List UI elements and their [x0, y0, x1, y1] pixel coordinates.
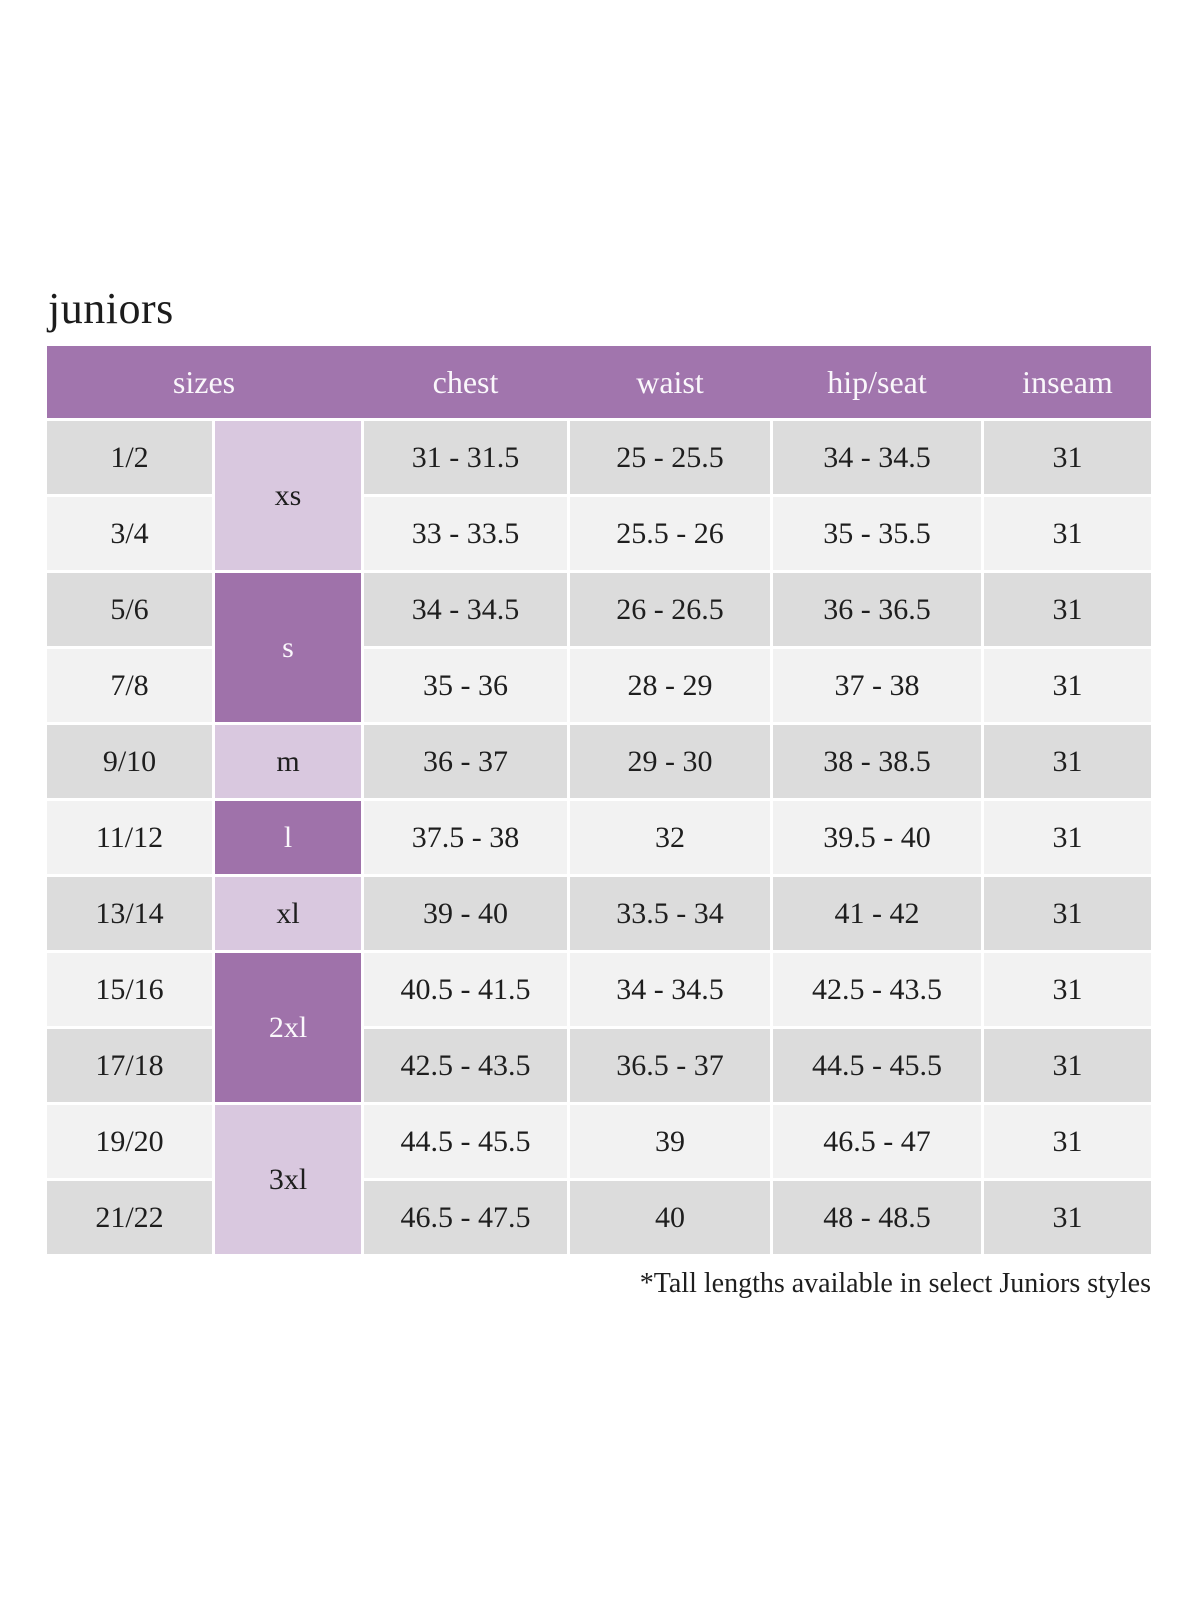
chest-cell: 36 - 37 [364, 725, 567, 798]
chest-cell: 31 - 31.5 [364, 421, 567, 494]
hip-seat-cell: 34 - 34.5 [773, 421, 981, 494]
size-cell: 11/12 [47, 801, 212, 874]
waist-cell: 26 - 26.5 [570, 573, 770, 646]
size-group-cell-xl: xl [215, 877, 361, 950]
chest-cell: 33 - 33.5 [364, 497, 567, 570]
waist-cell: 34 - 34.5 [570, 953, 770, 1026]
inseam-cell: 31 [984, 801, 1151, 874]
hip-seat-cell: 42.5 - 43.5 [773, 953, 981, 1026]
waist-cell: 39 [570, 1105, 770, 1178]
waist-cell: 32 [570, 801, 770, 874]
size-group-cell-l: l [215, 801, 361, 874]
size-cell: 1/2 [47, 421, 212, 494]
chest-cell: 46.5 - 47.5 [364, 1181, 567, 1254]
inseam-cell: 31 [984, 497, 1151, 570]
hip-seat-cell: 48 - 48.5 [773, 1181, 981, 1254]
inseam-cell: 31 [984, 953, 1151, 1026]
inseam-cell: 31 [984, 725, 1151, 798]
chest-cell: 39 - 40 [364, 877, 567, 950]
hip-seat-cell: 37 - 38 [773, 649, 981, 722]
hip-seat-cell: 36 - 36.5 [773, 573, 981, 646]
column-header-waist: waist [636, 363, 704, 400]
hip-seat-cell: 39.5 - 40 [773, 801, 981, 874]
chest-cell: 37.5 - 38 [364, 801, 567, 874]
waist-cell: 40 [570, 1181, 770, 1254]
column-header-chest: chest [432, 363, 499, 400]
hip-seat-cell: 46.5 - 47 [773, 1105, 981, 1178]
size-group-cell-3xl: 3xl [215, 1105, 361, 1254]
inseam-cell: 31 [984, 1029, 1151, 1102]
chest-cell: 42.5 - 43.5 [364, 1029, 567, 1102]
size-cell: 19/20 [47, 1105, 212, 1178]
size-group-cell-2xl: 2xl [215, 953, 361, 1102]
column-header-sizes: sizes [172, 363, 236, 400]
waist-cell: 28 - 29 [570, 649, 770, 722]
table-header-row: sizes chest waist hip/seat inseam [47, 346, 1151, 418]
inseam-cell: 31 [984, 573, 1151, 646]
hip-seat-cell: 35 - 35.5 [773, 497, 981, 570]
page-title: juniors [48, 284, 174, 333]
waist-cell: 25 - 25.5 [570, 421, 770, 494]
chest-cell: 34 - 34.5 [364, 573, 567, 646]
size-cell: 9/10 [47, 725, 212, 798]
juniors-size-table: sizes chest waist hip/seat inseam xs s m… [47, 346, 1151, 1254]
column-header-inseam: inseam [1022, 363, 1113, 400]
inseam-cell: 31 [984, 649, 1151, 722]
chest-cell: 35 - 36 [364, 649, 567, 722]
inseam-cell: 31 [984, 877, 1151, 950]
waist-cell: 29 - 30 [570, 725, 770, 798]
table-body: xs s m l xl 2xl 3xl 1/2 31 - 31.5 25 - 2… [47, 421, 1151, 1254]
size-group-cell-xs: xs [215, 421, 361, 570]
size-cell: 3/4 [47, 497, 212, 570]
inseam-cell: 31 [984, 1105, 1151, 1178]
hip-seat-cell: 41 - 42 [773, 877, 981, 950]
inseam-cell: 31 [984, 1181, 1151, 1254]
inseam-cell: 31 [984, 421, 1151, 494]
tall-lengths-footnote: *Tall lengths available in select Junior… [639, 1268, 1151, 1299]
size-cell: 5/6 [47, 573, 212, 646]
column-header-hip-seat: hip/seat [827, 363, 927, 400]
size-group-cell-s: s [215, 573, 361, 722]
hip-seat-cell: 38 - 38.5 [773, 725, 981, 798]
waist-cell: 25.5 - 26 [570, 497, 770, 570]
chest-cell: 44.5 - 45.5 [364, 1105, 567, 1178]
hip-seat-cell: 44.5 - 45.5 [773, 1029, 981, 1102]
size-cell: 13/14 [47, 877, 212, 950]
waist-cell: 33.5 - 34 [570, 877, 770, 950]
chest-cell: 40.5 - 41.5 [364, 953, 567, 1026]
size-cell: 15/16 [47, 953, 212, 1026]
size-cell: 17/18 [47, 1029, 212, 1102]
size-cell: 7/8 [47, 649, 212, 722]
waist-cell: 36.5 - 37 [570, 1029, 770, 1102]
size-cell: 21/22 [47, 1181, 212, 1254]
size-group-cell-m: m [215, 725, 361, 798]
